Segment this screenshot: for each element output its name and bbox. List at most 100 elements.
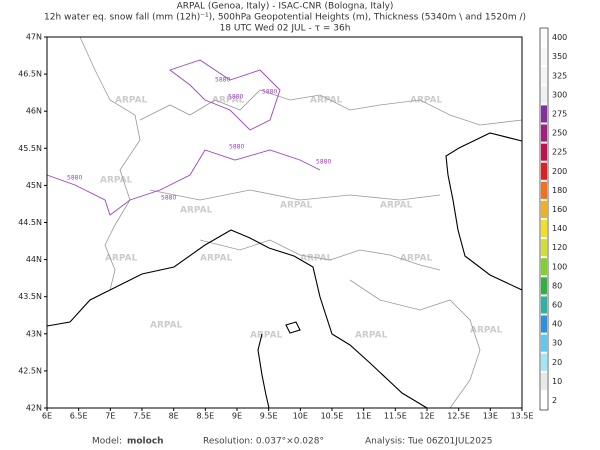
colorbar-label: 200 bbox=[552, 167, 567, 176]
colorbar-swatch bbox=[541, 181, 547, 199]
lon-label: 10.5E bbox=[321, 412, 344, 421]
lon-label: 10E bbox=[293, 412, 308, 421]
colorbar-label: 180 bbox=[552, 186, 567, 195]
colorbar-swatch bbox=[541, 67, 547, 85]
watermark: ARPAL bbox=[180, 206, 213, 216]
contour bbox=[169, 59, 281, 131]
contour-label: 5880 bbox=[161, 195, 176, 202]
coast bbox=[445, 132, 523, 291]
watermark: ARPAL bbox=[115, 96, 148, 106]
lat-label: 46.5N bbox=[18, 70, 42, 79]
colorbar-swatch bbox=[541, 315, 547, 333]
title-line: 18 UTC Wed 02 JUL - τ = 36h bbox=[220, 24, 351, 34]
watermark: ARPAL bbox=[355, 331, 388, 341]
contour-labels: 5880 5880 5880 5880 5880 5880 5880 bbox=[67, 77, 331, 202]
footer-model: moloch bbox=[127, 437, 164, 447]
colorbar-swatch bbox=[541, 105, 547, 123]
colorbar-swatch bbox=[541, 353, 547, 371]
border bbox=[139, 89, 523, 126]
colorbar-swatch bbox=[541, 372, 547, 390]
colorbar-label: 10 bbox=[552, 377, 562, 386]
colorbar-label: 400 bbox=[552, 33, 567, 42]
colorbar-label: 40 bbox=[552, 320, 562, 329]
lon-label: 11E bbox=[356, 412, 371, 421]
contour-label: 5880 bbox=[215, 77, 230, 84]
colorbar-label: 325 bbox=[552, 71, 567, 80]
colorbar-label: 160 bbox=[552, 205, 567, 214]
lon-label: 13E bbox=[483, 412, 498, 421]
watermarks: ARPAL ARPAL ARPAL ARPAL ARPAL ARPAL ARPAL ARPAL… bbox=[100, 96, 503, 341]
watermark: ARPAL bbox=[212, 96, 245, 106]
footer-analysis: Analysis: Tue 06Z01JUL2025 bbox=[365, 437, 492, 447]
map-frame bbox=[46, 36, 523, 409]
colorbar-swatch bbox=[541, 258, 547, 276]
watermark: ARPAL bbox=[200, 254, 233, 264]
contour-label: 5880 bbox=[262, 89, 277, 96]
lat-label: 44N bbox=[26, 255, 42, 264]
coastline bbox=[46, 132, 523, 409]
lon-label: 11.5E bbox=[384, 412, 407, 421]
lat-label: 46N bbox=[26, 107, 42, 116]
colorbar-swatch bbox=[541, 124, 547, 142]
colorbar-swatch bbox=[541, 334, 547, 352]
colorbar-swatch bbox=[541, 239, 547, 257]
colorbar-label: 250 bbox=[552, 129, 567, 138]
colorbar-label: 20 bbox=[552, 358, 562, 367]
footer-resolution: Resolution: 0.037°×0.028° bbox=[203, 437, 324, 447]
colorbar-frame bbox=[539, 27, 549, 411]
colorbar-label: 100 bbox=[552, 262, 567, 271]
lat-label: 44.5N bbox=[18, 218, 42, 227]
title-line: ARPAL (Genoa, Italy) - ISAC-CNR (Bologna… bbox=[177, 2, 394, 12]
colorbar-label: 60 bbox=[552, 300, 562, 309]
colorbar-swatch bbox=[541, 220, 547, 238]
title-line: 12h water eq. snow fall (mm (12h)⁻¹), 50… bbox=[44, 13, 526, 23]
contour-label: 5880 bbox=[67, 175, 82, 182]
lon-label: 6E bbox=[42, 412, 52, 421]
axes: 47N 46.5N 46N 45.5N 45N 44.5N 44N 43.5N 43N 42.5N… bbox=[18, 33, 533, 421]
lat-label: 42N bbox=[26, 404, 42, 413]
footer-label: Model: bbox=[92, 437, 122, 447]
watermark: ARPAL bbox=[380, 201, 413, 211]
colorbar-swatch bbox=[541, 162, 547, 180]
border bbox=[149, 189, 441, 201]
lat-label: 45.5N bbox=[18, 144, 42, 153]
lon-label: 9.5E bbox=[260, 412, 278, 421]
colorbar-label: 225 bbox=[552, 148, 567, 157]
colorbar-swatch bbox=[541, 143, 547, 161]
watermark: ARPAL bbox=[470, 326, 503, 336]
watermark: ARPAL bbox=[250, 331, 283, 341]
colorbar-swatch bbox=[541, 277, 547, 295]
lon-label: 9E bbox=[232, 412, 242, 421]
lat-label: 45N bbox=[26, 181, 42, 190]
contour-label: 5880 bbox=[228, 94, 243, 101]
watermark: ARPAL bbox=[310, 96, 343, 106]
coast bbox=[257, 333, 270, 409]
watermark: ARPAL bbox=[150, 321, 183, 331]
border bbox=[79, 36, 141, 291]
contour-label: 5880 bbox=[316, 159, 331, 166]
watermark: ARPAL bbox=[100, 176, 133, 186]
lon-label: 7E bbox=[105, 412, 115, 421]
lon-label: 12.5E bbox=[447, 412, 470, 421]
contours bbox=[46, 59, 321, 216]
colorbar-label: 30 bbox=[552, 339, 562, 348]
island bbox=[285, 321, 301, 334]
border bbox=[199, 239, 441, 271]
contour-label: 5880 bbox=[229, 144, 244, 151]
watermark: ARPAL bbox=[105, 254, 138, 264]
colorbar-label: 350 bbox=[552, 52, 567, 61]
colorbar-label: 2 bbox=[552, 396, 557, 405]
border bbox=[349, 279, 481, 409]
colorbar-label: 275 bbox=[552, 109, 567, 118]
colorbar-swatch bbox=[541, 48, 547, 66]
colorbar-swatch bbox=[541, 296, 547, 314]
colorbar-swatch bbox=[541, 200, 547, 218]
colorbar-label: 80 bbox=[552, 281, 562, 290]
lat-label: 43N bbox=[26, 329, 42, 338]
lon-label: 12E bbox=[419, 412, 434, 421]
lon-label: 8E bbox=[169, 412, 179, 421]
watermark: ARPAL bbox=[410, 96, 443, 106]
contour bbox=[46, 149, 321, 216]
lat-label: 47N bbox=[26, 33, 42, 42]
